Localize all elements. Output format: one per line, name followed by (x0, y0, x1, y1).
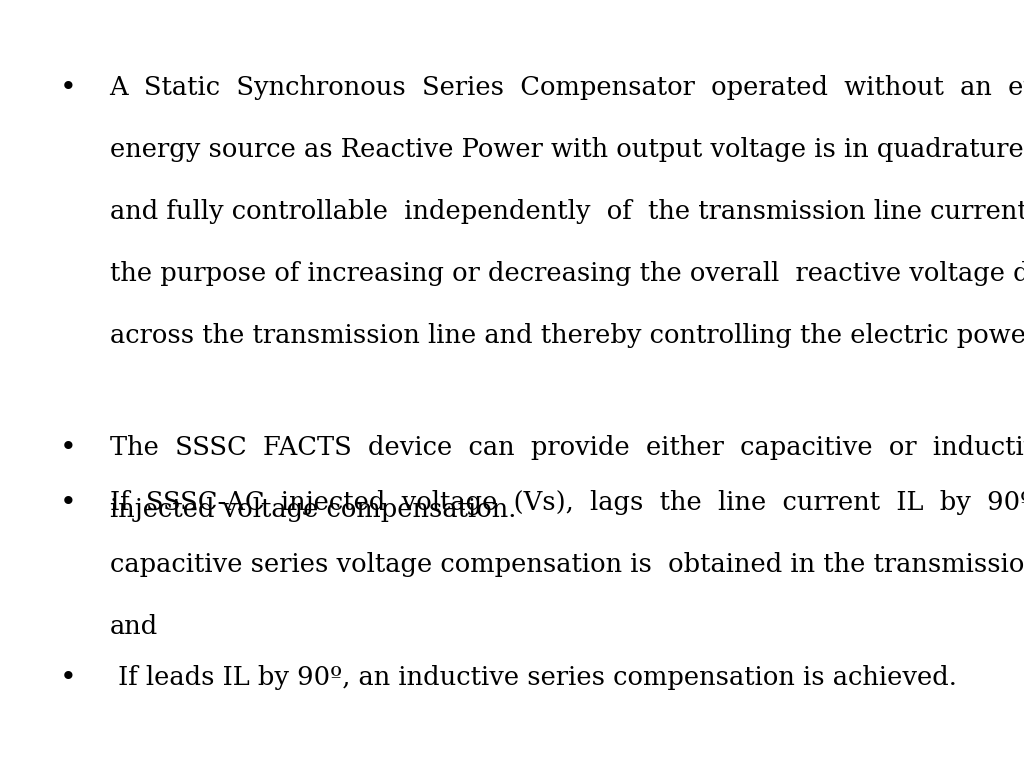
Text: The  SSSC  FACTS  device  can  provide  either  capacitive  or  inductive: The SSSC FACTS device can provide either… (110, 435, 1024, 460)
Text: and fully controllable  independently  of  the transmission line current  for: and fully controllable independently of … (110, 199, 1024, 224)
Text: If  SSSC-AC  injected  voltage  (Vs),  lags  the  line  current  IL  by  90º,  a: If SSSC-AC injected voltage (Vs), lags t… (110, 490, 1024, 515)
Text: •: • (59, 75, 76, 102)
Text: •: • (59, 665, 76, 692)
Text: •: • (59, 490, 76, 517)
Text: energy source as Reactive Power with output voltage is in quadrature  with: energy source as Reactive Power with out… (110, 137, 1024, 162)
Text: across the transmission line and thereby controlling the electric power flow.: across the transmission line and thereby… (110, 323, 1024, 348)
Text: the purpose of increasing or decreasing the overall  reactive voltage drop: the purpose of increasing or decreasing … (110, 261, 1024, 286)
Text: •: • (59, 435, 76, 462)
Text: If leads IL by 90º, an inductive series compensation is achieved.: If leads IL by 90º, an inductive series … (110, 665, 956, 690)
Text: A  Static  Synchronous  Series  Compensator  operated  without  an  external: A Static Synchronous Series Compensator … (110, 75, 1024, 100)
Text: capacitive series voltage compensation is  obtained in the transmission line: capacitive series voltage compensation i… (110, 552, 1024, 577)
Text: injected voltage compensation.: injected voltage compensation. (110, 497, 516, 522)
Text: and: and (110, 614, 158, 639)
